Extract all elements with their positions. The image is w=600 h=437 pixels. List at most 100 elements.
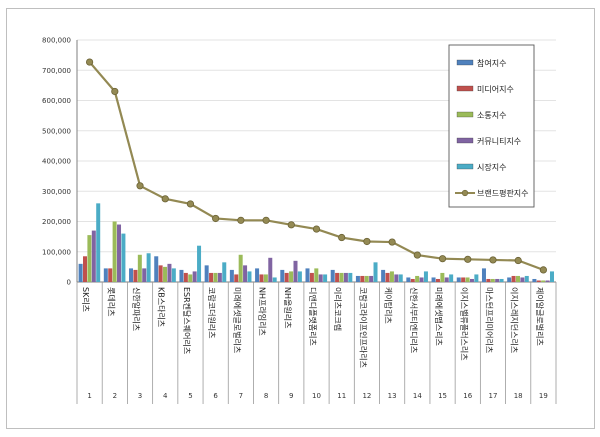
brand-index-point-14 <box>413 251 421 259</box>
bar-2-17 <box>486 278 491 282</box>
bar-2-2 <box>108 268 113 282</box>
bar-5-13 <box>398 274 403 282</box>
bar-5-8 <box>272 277 277 282</box>
brand-index-point-4 <box>161 195 169 203</box>
x-tick-number: 18 <box>514 392 523 400</box>
brand-index-point-8 <box>262 216 270 224</box>
x-category-label: 코람코더원리츠 <box>207 287 216 339</box>
bar-3-14 <box>415 275 420 282</box>
bar-2-5 <box>183 272 188 282</box>
bar-1-19 <box>532 278 537 282</box>
bar-3-18 <box>515 275 520 282</box>
bar-4-4 <box>167 263 172 282</box>
bar-2-11 <box>335 272 340 282</box>
bar-1-2 <box>103 268 108 282</box>
x-tick-number: 16 <box>463 392 472 400</box>
x-label-layer: 1 SK리츠 2 롯데리츠 3 신한알파리츠 4 KB스타리츠 5 ESR켄달스퀘어리츠 6 코람코더… <box>81 287 548 400</box>
bar-5-3 <box>146 253 151 282</box>
brand-index-point-9 <box>287 221 295 229</box>
bar-1-4 <box>154 256 159 282</box>
brand-index-point-7 <box>237 216 245 224</box>
bar-2-10 <box>309 272 314 282</box>
brand-index-point-12 <box>363 237 371 246</box>
x-tick-number: 9 <box>289 392 293 400</box>
bar-2-7 <box>234 274 239 282</box>
bar-4-2 <box>117 224 122 282</box>
x-tick-number: 6 <box>213 392 218 400</box>
x-category-label: 신한서부티엔디리츠 <box>409 287 419 353</box>
y-tick-label: 200,000 <box>42 218 71 226</box>
x-category-label: SK리츠 <box>81 287 90 312</box>
x-tick-number: 4 <box>163 392 168 400</box>
x-tick-number: 19 <box>539 392 548 400</box>
line-layer <box>86 58 547 274</box>
bar-5-19 <box>549 271 554 282</box>
brand-index-point-1 <box>86 58 94 66</box>
x-category-label: 케이탑리츠 <box>384 287 394 324</box>
bar-1-14 <box>406 277 411 282</box>
bar-3-10 <box>314 268 319 282</box>
bar-2-12 <box>360 275 365 282</box>
bar-5-10 <box>323 274 328 282</box>
x-category-label: 코람코라이프인프라리츠 <box>358 287 368 368</box>
bar-3-8 <box>263 274 268 282</box>
bar-1-11 <box>330 269 335 282</box>
bar-1-17 <box>481 268 486 282</box>
bar-2-8 <box>259 274 264 282</box>
bar-4-10 <box>318 274 323 282</box>
x-tick-number: 13 <box>388 392 397 400</box>
legend-label-5: 시장지수 <box>477 162 506 172</box>
bar-3-5 <box>188 274 193 282</box>
x-category-label: NH프라임리츠 <box>258 287 267 336</box>
bar-4-18 <box>520 277 525 282</box>
x-tick-number: 2 <box>113 392 117 400</box>
legend-label-4: 커뮤니티지수 <box>477 136 521 146</box>
bar-2-6 <box>209 272 214 282</box>
bar-1-8 <box>255 268 260 282</box>
bar-4-12 <box>369 275 374 282</box>
bar-3-2 <box>112 221 117 282</box>
bar-4-7 <box>243 265 248 282</box>
x-category-label: NH올원리츠 <box>283 287 292 328</box>
bar-5-18 <box>524 275 529 282</box>
x-category-label: 신한알파리츠 <box>132 287 142 331</box>
brand-index-point-16 <box>464 255 472 263</box>
bar-2-18 <box>511 275 516 282</box>
bar-1-18 <box>507 277 512 282</box>
bar-2-16 <box>461 277 466 282</box>
bar-4-3 <box>142 268 147 282</box>
y-tick-label: 600,000 <box>42 97 71 105</box>
bar-1-13 <box>381 269 386 282</box>
bar-2-9 <box>284 272 289 282</box>
brand-index-point-18 <box>514 256 522 265</box>
legend-swatch-2 <box>456 85 474 92</box>
brand-index-point-2 <box>111 87 119 96</box>
bar-5-14 <box>423 271 428 282</box>
bar-3-16 <box>465 277 470 282</box>
bar-1-12 <box>355 275 360 282</box>
x-tick-number: 10 <box>312 392 321 400</box>
y-tick-label: 500,000 <box>42 127 71 135</box>
legend-swatch-4 <box>456 137 474 144</box>
brand-index-point-3 <box>136 182 144 190</box>
legend-swatch-5 <box>456 163 474 170</box>
x-category-label: 제이알글로벌리츠 <box>535 287 545 346</box>
bar-1-9 <box>280 269 285 282</box>
bar-3-3 <box>137 254 142 282</box>
bar-4-1 <box>91 230 96 282</box>
bar-3-17 <box>490 278 495 282</box>
bar-5-5 <box>197 245 202 282</box>
brand-index-point-13 <box>388 238 396 246</box>
bar-2-14 <box>410 278 415 282</box>
x-tick-number: 1 <box>87 392 91 400</box>
bar-5-16 <box>474 274 479 282</box>
bar-3-15 <box>440 272 445 282</box>
bar-5-15 <box>449 274 454 282</box>
x-tick-number: 11 <box>337 392 346 400</box>
bar-3-11 <box>339 272 344 282</box>
bar-1-5 <box>179 269 184 282</box>
bar-2-4 <box>158 265 163 282</box>
